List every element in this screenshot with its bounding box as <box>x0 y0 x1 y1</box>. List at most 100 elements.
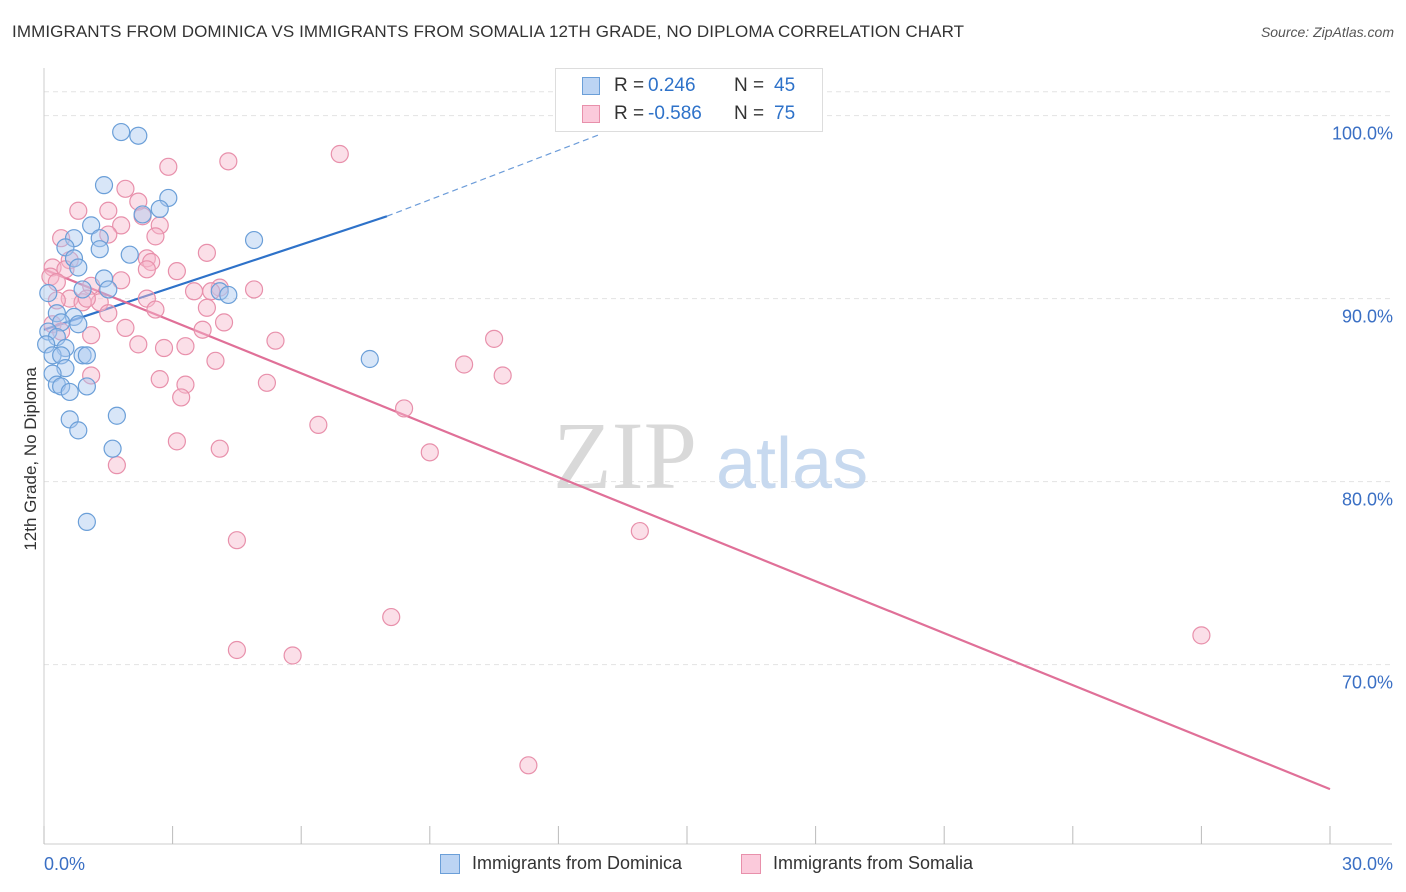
point-dominica <box>69 421 88 440</box>
point-somalia <box>99 201 118 220</box>
point-somalia <box>266 331 285 350</box>
legend-r-value-dominica: 0.246 <box>648 75 696 96</box>
tick-labels: 70.0% 80.0% 90.0% 100.0% 0.0% 30.0% <box>44 124 1393 874</box>
point-somalia <box>630 521 649 541</box>
point-somalia <box>420 443 439 462</box>
point-somalia <box>137 260 156 279</box>
point-somalia <box>167 262 186 281</box>
trend-line-somalia <box>43 268 1331 791</box>
point-somalia <box>454 355 474 374</box>
point-dominica <box>360 349 379 369</box>
point-somalia <box>146 300 165 319</box>
point-dominica <box>90 240 109 259</box>
legend-r-value-somalia: -0.586 <box>648 103 702 124</box>
point-dominica <box>133 205 152 224</box>
point-dominica <box>82 216 101 235</box>
y-tick-label: 90.0% <box>1342 307 1393 327</box>
point-somalia <box>227 531 246 550</box>
point-somalia <box>219 152 238 171</box>
point-somalia <box>52 229 71 248</box>
y-tick-label: 70.0% <box>1342 673 1393 693</box>
x-tick-label: 0.0% <box>44 854 85 874</box>
point-dominica <box>103 439 122 458</box>
legend-n-value-dominica: 45 <box>774 75 796 96</box>
point-somalia <box>210 439 229 458</box>
point-dominica <box>69 315 88 334</box>
legend-label-dominica: Immigrants from Dominica <box>472 853 683 873</box>
axes <box>43 68 1392 845</box>
legend-n-label: N = <box>734 103 765 124</box>
point-dominica <box>94 176 114 195</box>
y-axis-label: 12th Grade, No Diploma <box>21 367 40 551</box>
point-somalia <box>99 304 118 323</box>
point-dominica <box>43 364 62 383</box>
point-somalia <box>197 243 216 262</box>
point-dominica <box>120 245 139 264</box>
point-somalia <box>116 179 135 198</box>
point-dominica <box>39 284 58 303</box>
point-dominica <box>47 304 66 323</box>
point-somalia <box>244 280 264 299</box>
point-dominica <box>244 230 264 250</box>
point-dominica <box>77 377 96 396</box>
point-dominica <box>73 346 92 365</box>
correlation-legend: R = 0.246 N = 45 R = -0.586 N = 75 <box>555 68 823 132</box>
point-somalia <box>69 201 88 220</box>
point-dominica <box>60 382 79 402</box>
x-tick-label: 30.0% <box>1342 854 1393 874</box>
point-somalia <box>154 338 174 358</box>
point-somalia <box>309 415 328 434</box>
legend-n-label: N = <box>734 75 765 96</box>
point-somalia <box>330 144 349 164</box>
point-dominica <box>73 280 92 299</box>
point-dominica <box>77 512 96 531</box>
legend-label-somalia: Immigrants from Somalia <box>773 853 974 873</box>
y-tick-label: 100.0% <box>1332 124 1393 144</box>
point-somalia <box>257 373 277 392</box>
point-somalia <box>394 399 414 418</box>
point-somalia <box>107 456 126 475</box>
point-dominica <box>69 258 88 277</box>
point-dominica <box>64 249 84 268</box>
legend-row-dominica: R = 0.246 N = 45 <box>556 73 822 99</box>
legend-swatch-dominica <box>582 77 600 95</box>
legend-r-label: R = <box>614 75 645 96</box>
chart-title: IMMIGRANTS FROM DOMINICA VS IMMIGRANTS F… <box>12 22 965 41</box>
point-somalia <box>485 329 504 348</box>
point-dominica <box>107 406 126 425</box>
point-somalia <box>382 607 401 627</box>
point-somalia <box>77 289 96 308</box>
point-somalia <box>82 326 101 345</box>
point-dominica <box>129 126 148 145</box>
legend-swatch-somalia <box>582 105 600 123</box>
point-somalia <box>116 318 135 337</box>
point-dominica <box>150 199 169 219</box>
point-dominica <box>99 280 118 299</box>
trend-line-dominica-extension <box>386 133 602 217</box>
legend-swatch-dominica <box>440 854 460 874</box>
legend-row-somalia: R = -0.586 N = 75 <box>556 101 822 127</box>
point-somalia <box>1192 626 1211 645</box>
point-somalia <box>493 366 512 385</box>
point-dominica <box>94 269 114 288</box>
point-somalia <box>206 351 225 370</box>
y-tick-label: 80.0% <box>1342 490 1393 510</box>
point-somalia <box>227 640 246 660</box>
point-somalia <box>214 313 234 332</box>
point-somalia <box>172 388 191 407</box>
point-dominica <box>37 335 56 354</box>
point-somalia <box>176 337 195 356</box>
point-somalia <box>197 298 216 317</box>
point-somalia <box>184 282 204 301</box>
watermark: ZIP atlas <box>553 402 868 509</box>
gridlines <box>44 91 1392 666</box>
point-somalia <box>82 366 101 385</box>
point-dominica <box>219 285 238 305</box>
legend-n-value-somalia: 75 <box>774 103 796 124</box>
watermark-zip: ZIP <box>553 402 697 509</box>
legend-swatch-somalia <box>741 854 761 874</box>
point-somalia <box>283 646 302 665</box>
point-somalia <box>159 157 178 176</box>
point-somalia <box>112 216 131 235</box>
